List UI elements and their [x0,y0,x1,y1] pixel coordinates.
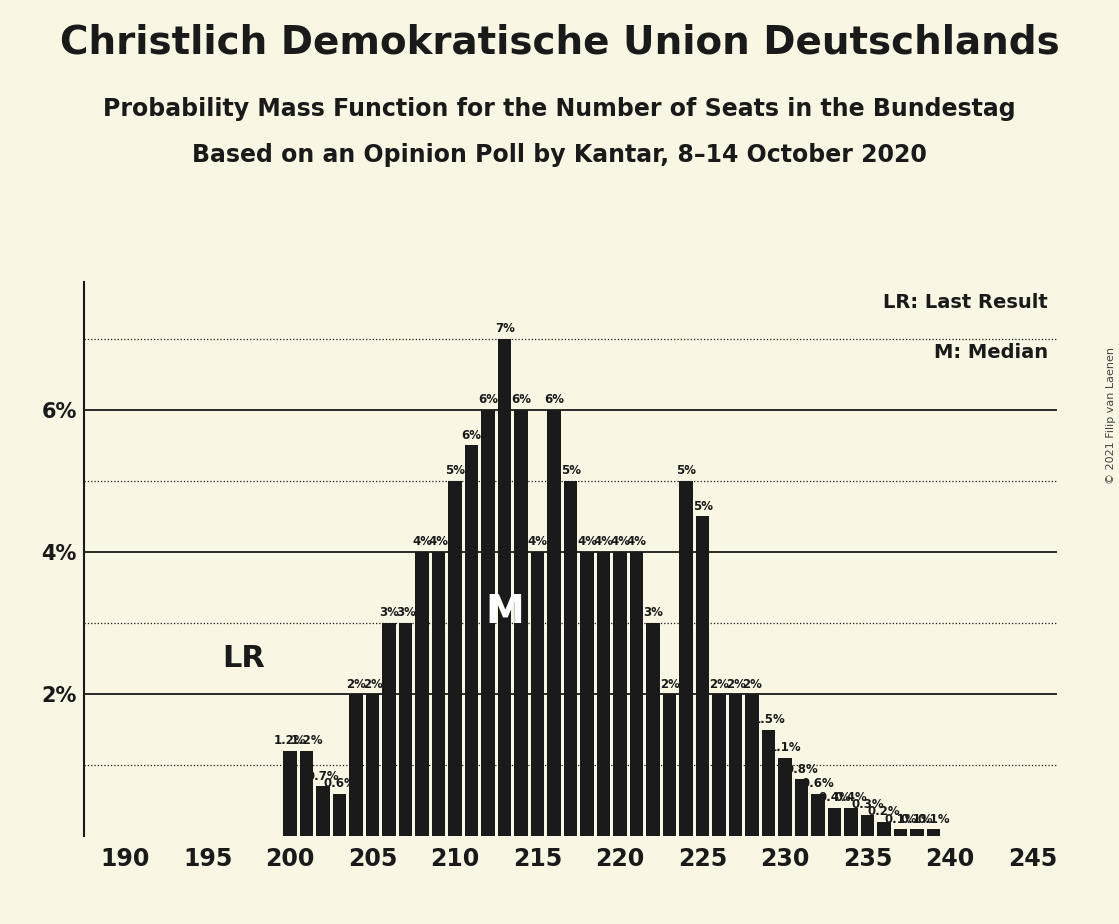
Text: 2%: 2% [363,677,383,690]
Text: 3%: 3% [396,606,415,619]
Bar [927,829,940,836]
Bar [861,815,874,836]
Text: LR: Last Result: LR: Last Result [883,293,1047,312]
Bar [530,552,545,836]
Bar [515,409,528,836]
Text: 0.2%: 0.2% [868,806,901,819]
Text: 1.1%: 1.1% [769,741,801,755]
Bar [794,779,808,836]
Text: 5%: 5% [561,464,581,478]
Text: 2%: 2% [709,677,730,690]
Text: 5%: 5% [693,500,713,513]
Text: 0.1%: 0.1% [901,812,933,825]
Bar [679,480,693,836]
Bar [398,623,413,836]
Bar [696,517,709,836]
Bar [762,730,775,836]
Text: M: Median: M: Median [933,343,1047,362]
Text: Christlich Demokratische Union Deutschlands: Christlich Demokratische Union Deutschla… [59,23,1060,61]
Text: 4%: 4% [577,535,598,548]
Bar [383,623,396,836]
Text: 0.4%: 0.4% [835,791,867,804]
Text: 1.2%: 1.2% [290,735,323,748]
Text: 0.1%: 0.1% [884,812,916,825]
Text: 4%: 4% [412,535,432,548]
Bar [877,822,891,836]
Bar [613,552,627,836]
Text: 5%: 5% [445,464,466,478]
Text: 0.8%: 0.8% [786,763,818,776]
Text: Based on an Opinion Poll by Kantar, 8–14 October 2020: Based on an Opinion Poll by Kantar, 8–14… [192,143,927,167]
Text: 6%: 6% [478,394,498,407]
Text: 6%: 6% [462,429,481,442]
Bar [415,552,429,836]
Text: LR: LR [223,644,265,673]
Bar [481,409,495,836]
Text: 6%: 6% [544,394,564,407]
Bar [333,794,347,836]
Bar [283,751,297,836]
Bar [828,808,841,836]
Bar [894,829,908,836]
Bar [728,694,743,836]
Text: 0.6%: 0.6% [802,777,835,790]
Bar [547,409,561,836]
Bar [779,758,792,836]
Text: 4%: 4% [528,535,547,548]
Text: 4%: 4% [610,535,630,548]
Bar [300,751,313,836]
Bar [845,808,858,836]
Bar [464,445,479,836]
Text: 1.5%: 1.5% [752,713,786,726]
Text: 0.7%: 0.7% [307,770,339,783]
Text: © 2021 Filip van Laenen: © 2021 Filip van Laenen [1107,347,1116,484]
Text: 5%: 5% [676,464,696,478]
Text: 0.4%: 0.4% [818,791,852,804]
Bar [498,339,511,836]
Text: 4%: 4% [594,535,613,548]
Bar [745,694,759,836]
Bar [811,794,825,836]
Text: Probability Mass Function for the Number of Seats in the Bundestag: Probability Mass Function for the Number… [103,97,1016,121]
Text: 2%: 2% [660,677,679,690]
Bar [432,552,445,836]
Text: 0.6%: 0.6% [323,777,356,790]
Bar [349,694,363,836]
Text: 2%: 2% [742,677,762,690]
Bar [581,552,594,836]
Text: 3%: 3% [643,606,664,619]
Bar [911,829,924,836]
Text: 1.2%: 1.2% [274,735,307,748]
Text: 4%: 4% [627,535,647,548]
Bar [596,552,611,836]
Bar [647,623,660,836]
Text: 3%: 3% [379,606,399,619]
Text: 2%: 2% [726,677,745,690]
Text: 0.3%: 0.3% [852,798,884,811]
Bar [317,786,330,836]
Text: M: M [486,593,524,631]
Bar [366,694,379,836]
Text: 0.1%: 0.1% [918,812,950,825]
Bar [662,694,677,836]
Text: 6%: 6% [511,394,532,407]
Text: 7%: 7% [495,322,515,335]
Text: 4%: 4% [429,535,449,548]
Bar [713,694,726,836]
Text: 2%: 2% [346,677,366,690]
Bar [449,480,462,836]
Bar [564,480,577,836]
Bar [630,552,643,836]
